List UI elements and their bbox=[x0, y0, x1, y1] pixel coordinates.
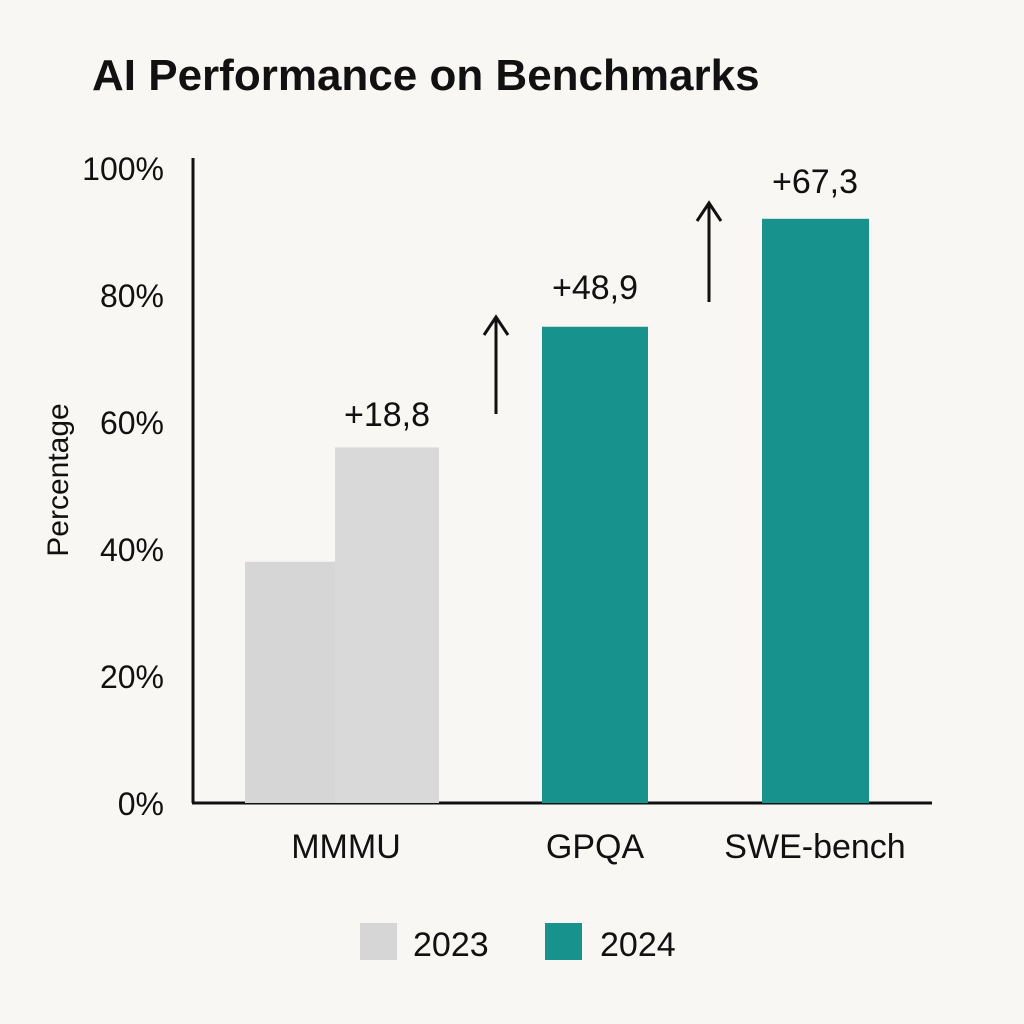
up-arrow-swe-bench bbox=[695, 200, 723, 302]
legend: 2023 2024 bbox=[360, 923, 676, 964]
y-tick-label: 60% bbox=[100, 405, 164, 441]
legend-swatch-2023 bbox=[360, 923, 397, 960]
y-tick-label: 40% bbox=[100, 532, 164, 568]
y-axis-label: Percentage bbox=[42, 403, 75, 556]
y-tick-label: 100% bbox=[82, 151, 164, 187]
bar-gpqa-2024 bbox=[542, 326, 648, 803]
annotation-mmmu: +18,8 bbox=[344, 396, 430, 434]
x-tick-mmmu: MMMU bbox=[291, 828, 401, 866]
bar-swe-bench-2024 bbox=[762, 218, 869, 804]
x-tick-gpqa: GPQA bbox=[546, 828, 645, 866]
y-tick-label: 0% bbox=[118, 786, 164, 822]
annotation-swe-bench: +67,3 bbox=[772, 163, 858, 201]
legend-label-2024: 2024 bbox=[600, 926, 676, 964]
legend-label-2023: 2023 bbox=[413, 926, 489, 964]
legend-swatch-2024 bbox=[545, 923, 582, 960]
y-tick-labels: 0% 20% 40% 60% 80% 100% bbox=[82, 151, 164, 822]
y-tick-label: 80% bbox=[100, 278, 164, 314]
chart-title: AI Performance on Benchmarks bbox=[92, 51, 760, 100]
annotation-gpqa: +48,9 bbox=[552, 269, 638, 307]
up-arrow-gpqa bbox=[482, 314, 510, 414]
x-tick-swe-bench: SWE-bench bbox=[724, 828, 905, 866]
bar-mmmu-2023 bbox=[245, 561, 335, 803]
bar-mmmu-2024 bbox=[335, 447, 439, 803]
bars bbox=[245, 218, 869, 804]
y-tick-label: 20% bbox=[100, 659, 164, 695]
annotation-arrows bbox=[482, 200, 723, 414]
